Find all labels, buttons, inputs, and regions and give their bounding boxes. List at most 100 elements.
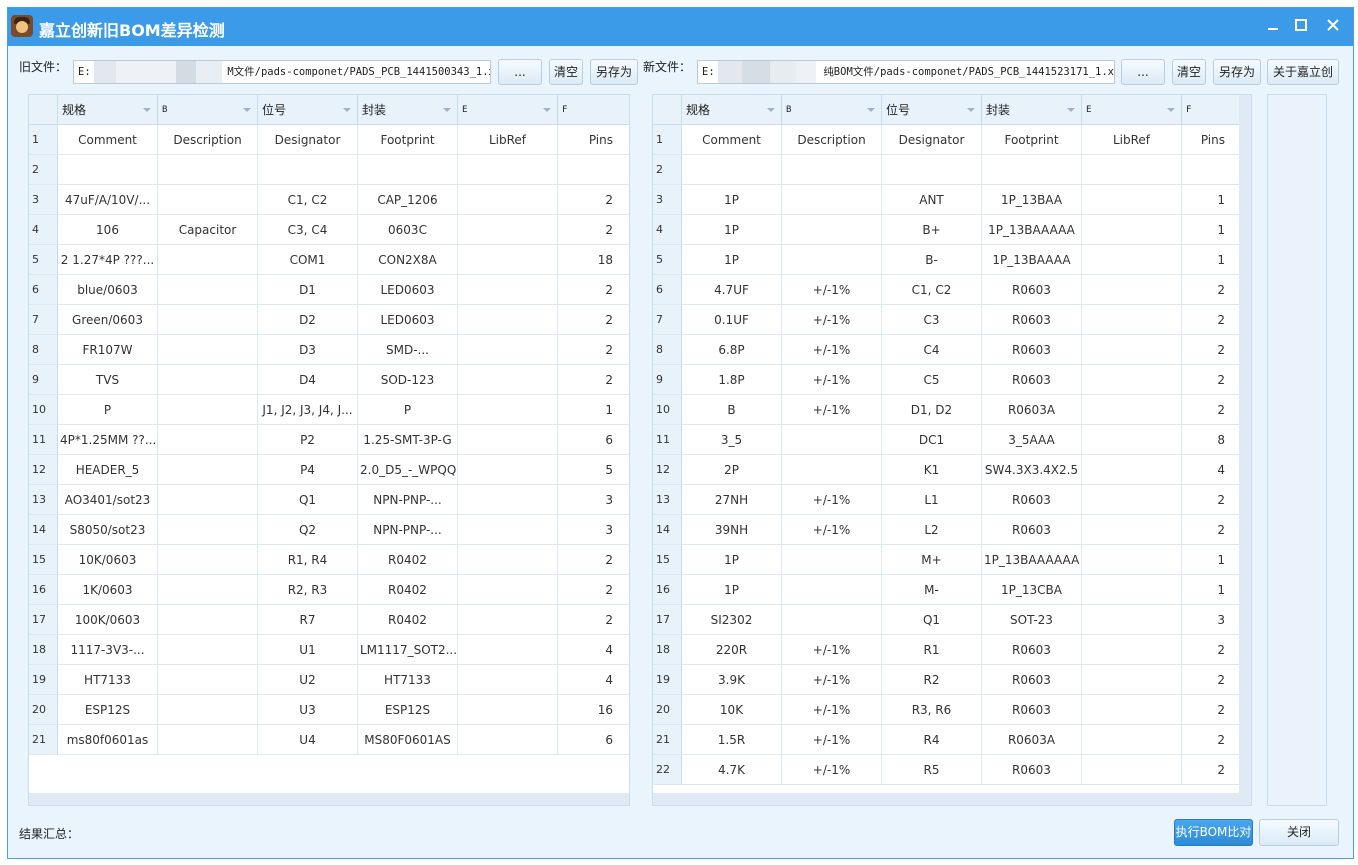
minimize-icon[interactable] (1262, 16, 1284, 38)
cell-pins[interactable]: 2 (558, 575, 629, 605)
cell-footprint[interactable]: CON2X8A (358, 245, 458, 275)
cell-designator[interactable]: D2 (258, 305, 358, 335)
cell-libref[interactable] (1082, 215, 1182, 245)
cell-pins[interactable]: 3 (558, 515, 629, 545)
table-row[interactable]: 4 1P B+ 1P_13BAAAAA 1 (653, 215, 1242, 245)
new-bom-grid[interactable]: 规格 B 位号 封装 E F 1 Comment Description Designator Fo… (652, 94, 1252, 806)
cell-libref[interactable] (458, 395, 558, 425)
cell-pins[interactable]: 2 (558, 185, 629, 215)
cell-pins[interactable]: 6 (558, 425, 629, 455)
cell-comment[interactable]: 1P (682, 185, 782, 215)
cell-libref[interactable] (458, 665, 558, 695)
cell-designator[interactable]: Designator (882, 125, 982, 155)
cell-comment[interactable]: 1P (682, 575, 782, 605)
table-row[interactable]: 11 4P*1.25MM ??... P2 1.25-SMT-3P-G 6 (29, 425, 629, 455)
cell-pins[interactable]: 2 (1182, 305, 1242, 335)
table-row[interactable]: 7 Green/0603 D2 LED0603 2 (29, 305, 629, 335)
cell-pins[interactable]: 1 (1182, 185, 1242, 215)
cell-footprint[interactable]: R0603 (982, 335, 1082, 365)
cell-pins[interactable]: 2 (1182, 755, 1242, 785)
table-row[interactable]: 20 ESP12S U3 ESP12S 16 (29, 695, 629, 725)
cell-designator[interactable]: U4 (258, 725, 358, 755)
column-header-description[interactable]: B (782, 95, 882, 125)
cell-libref[interactable] (458, 725, 558, 755)
cell-footprint[interactable]: R0603 (982, 275, 1082, 305)
cell-designator[interactable]: U1 (258, 635, 358, 665)
filter-dropdown-icon[interactable] (1067, 108, 1075, 112)
cell-description[interactable] (158, 455, 258, 485)
cell-libref[interactable] (1082, 755, 1182, 785)
cell-pins[interactable]: 4 (558, 635, 629, 665)
cell-footprint[interactable]: MS80F0601AS (358, 725, 458, 755)
cell-footprint[interactable]: SOD-123 (358, 365, 458, 395)
cell-description[interactable] (158, 395, 258, 425)
cell-comment[interactable]: Comment (682, 125, 782, 155)
cell-footprint[interactable]: 2.0_D5_-_WPQQ (358, 455, 458, 485)
cell-designator[interactable]: R2 (882, 665, 982, 695)
cell-pins[interactable]: 4 (1182, 455, 1242, 485)
cell-libref[interactable] (458, 155, 558, 185)
cell-pins[interactable]: 2 (1182, 335, 1242, 365)
cell-description[interactable]: +/-1% (782, 725, 882, 755)
cell-libref[interactable]: LibRef (458, 125, 558, 155)
cell-pins[interactable]: 1 (1182, 545, 1242, 575)
cell-footprint[interactable]: LED0603 (358, 305, 458, 335)
cell-libref[interactable] (1082, 335, 1182, 365)
cell-description[interactable] (158, 425, 258, 455)
cell-footprint[interactable]: NPN-PNP-... (358, 485, 458, 515)
cell-description[interactable] (158, 695, 258, 725)
cell-description[interactable] (158, 275, 258, 305)
cell-libref[interactable] (1082, 485, 1182, 515)
cell-designator[interactable]: C3, C4 (258, 215, 358, 245)
cell-description[interactable]: +/-1% (782, 395, 882, 425)
cell-pins[interactable]: 2 (1182, 365, 1242, 395)
cell-libref[interactable] (1082, 155, 1182, 185)
cell-comment[interactable]: blue/0603 (58, 275, 158, 305)
column-header-comment[interactable]: 规格 (58, 95, 158, 125)
cell-footprint[interactable]: 0603C (358, 215, 458, 245)
cell-libref[interactable] (1082, 665, 1182, 695)
column-header-libref[interactable]: E (458, 95, 558, 125)
cell-description[interactable]: +/-1% (782, 515, 882, 545)
cell-libref[interactable] (1082, 425, 1182, 455)
maximize-icon[interactable] (1290, 16, 1312, 38)
cell-libref[interactable] (1082, 305, 1182, 335)
table-row[interactable]: 9 1.8P +/-1% C5 R0603 2 (653, 365, 1242, 395)
table-row[interactable]: 7 0.1UF +/-1% C3 R0603 2 (653, 305, 1242, 335)
table-row[interactable]: 10 P J1, J2, J3, J4, J... P 1 (29, 395, 629, 425)
cell-footprint[interactable]: R0603 (982, 485, 1082, 515)
table-row[interactable]: 20 10K +/-1% R3, R6 R0603 2 (653, 695, 1242, 725)
cell-pins[interactable]: 2 (1182, 695, 1242, 725)
table-row[interactable]: 12 HEADER_5 P4 2.0_D5_-_WPQQ 5 (29, 455, 629, 485)
cell-comment[interactable]: 1P (682, 245, 782, 275)
cell-libref[interactable] (458, 275, 558, 305)
cell-comment[interactable]: AO3401/sot23 (58, 485, 158, 515)
cell-libref[interactable] (1082, 245, 1182, 275)
cell-designator[interactable]: ANT (882, 185, 982, 215)
filter-dropdown-icon[interactable] (967, 108, 975, 112)
cell-designator[interactable]: P4 (258, 455, 358, 485)
close-button[interactable]: 关闭 (1259, 819, 1339, 846)
column-header-pins[interactable]: F (558, 95, 629, 125)
cell-comment[interactable]: S8050/sot23 (58, 515, 158, 545)
cell-designator[interactable]: Q1 (258, 485, 358, 515)
cell-comment[interactable]: 100K/0603 (58, 605, 158, 635)
cell-description[interactable]: +/-1% (782, 485, 882, 515)
cell-footprint[interactable]: R0603A (982, 725, 1082, 755)
table-row[interactable]: 16 1P M- 1P_13CBA 1 (653, 575, 1242, 605)
cell-description[interactable] (158, 305, 258, 335)
column-header-footprint[interactable]: 封装 (358, 95, 458, 125)
cell-comment[interactable]: SI2302 (682, 605, 782, 635)
cell-libref[interactable] (1082, 455, 1182, 485)
cell-libref[interactable] (458, 515, 558, 545)
cell-description[interactable] (158, 185, 258, 215)
table-row[interactable]: 1 Comment Description Designator Footprint Li… (29, 125, 629, 155)
cell-comment[interactable]: Green/0603 (58, 305, 158, 335)
cell-footprint[interactable]: R0402 (358, 605, 458, 635)
cell-pins[interactable]: 1 (1182, 575, 1242, 605)
cell-libref[interactable] (458, 545, 558, 575)
cell-comment[interactable]: TVS (58, 365, 158, 395)
table-row[interactable]: 19 3.9K +/-1% R2 R0603 2 (653, 665, 1242, 695)
table-row[interactable]: 1 Comment Description Designator Footprint Li… (653, 125, 1242, 155)
